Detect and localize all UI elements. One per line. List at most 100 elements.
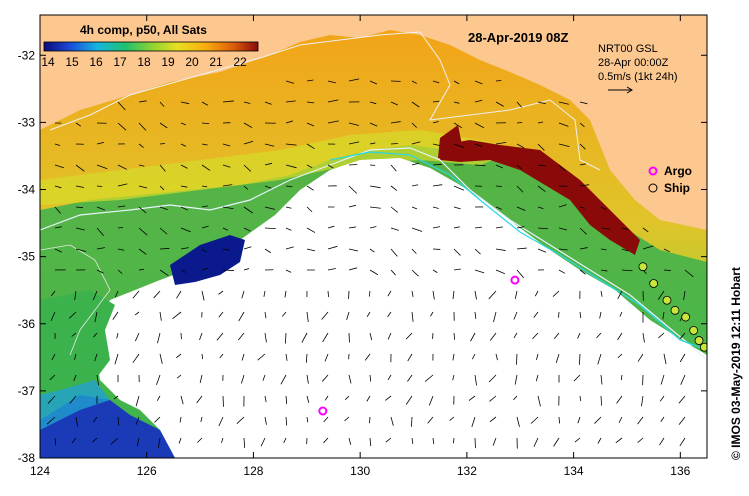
current-vector <box>201 290 205 301</box>
colorbar-tick-label: 16 <box>89 55 103 69</box>
current-vector <box>678 395 686 404</box>
current-vector <box>50 311 56 321</box>
current-vector <box>153 290 161 299</box>
argo-float-marker <box>318 406 328 416</box>
current-vector <box>264 206 275 210</box>
current-vector <box>432 184 443 187</box>
current-vector <box>201 143 208 146</box>
current-vector <box>663 353 667 365</box>
colorbar-title: 4h comp, p50, All Sats <box>80 23 207 37</box>
current-vector <box>493 311 497 323</box>
current-vector <box>558 101 569 105</box>
current-vector <box>411 122 417 128</box>
current-vector <box>241 353 245 361</box>
current-info: NRT00 GSL 28-Apr 00:00Z 0.5m/s (1kt 24h) <box>598 43 677 94</box>
current-vector <box>369 226 377 229</box>
current-vector <box>390 248 398 257</box>
current-vector <box>537 143 545 151</box>
current-vector <box>285 246 294 250</box>
current-vector <box>222 269 234 271</box>
current-vector <box>201 122 210 125</box>
current-vector <box>516 247 527 250</box>
current-vector <box>432 100 440 103</box>
current-vector <box>348 78 360 82</box>
current-vector <box>348 374 352 384</box>
current-vector <box>514 290 518 299</box>
current-vector <box>327 99 339 103</box>
current-vector <box>75 416 78 427</box>
current-vector <box>327 225 335 229</box>
colorbar-tick-label: 17 <box>113 55 127 69</box>
current-vector <box>93 332 98 338</box>
current-vector <box>222 248 230 251</box>
current-vector <box>159 206 168 211</box>
current-vector <box>637 353 644 362</box>
current-vector <box>180 143 187 147</box>
current-vector <box>201 205 208 208</box>
current-vector <box>222 164 231 168</box>
current-vector <box>453 185 465 191</box>
current-vector <box>243 268 250 271</box>
current-vector <box>516 122 523 124</box>
current-vector <box>306 164 313 169</box>
current-vector <box>369 332 373 340</box>
current-vector <box>537 121 544 124</box>
current-vector <box>346 311 350 320</box>
current-vector <box>369 101 377 105</box>
x-tick-label: 126 <box>137 464 157 478</box>
current-vector <box>348 204 357 208</box>
current-vectors <box>46 78 694 449</box>
current-vector <box>321 311 329 320</box>
current-vector <box>558 269 566 274</box>
current-vector <box>159 227 168 235</box>
current-vector <box>283 437 287 444</box>
current-vector <box>134 332 140 342</box>
ship-marker <box>681 312 691 322</box>
current-vector <box>157 332 161 344</box>
current-vector <box>468 395 476 401</box>
current-vector <box>222 184 233 187</box>
current-vector <box>243 246 252 250</box>
current-vector <box>489 416 497 423</box>
current-vector <box>262 374 266 381</box>
current-vector <box>117 164 128 170</box>
current-vector <box>112 311 119 320</box>
current-vector <box>662 311 665 320</box>
current-vector <box>411 227 423 232</box>
current-vector <box>180 164 188 169</box>
current-vector <box>449 416 455 421</box>
current-vector <box>284 332 287 344</box>
current-vector <box>684 269 694 278</box>
current-vector <box>516 101 522 108</box>
current-vector <box>537 206 544 209</box>
y-tick-label: -38 <box>18 451 36 465</box>
current-vector <box>369 269 379 276</box>
current-vector <box>200 416 203 423</box>
current-vector <box>579 269 586 275</box>
current-vector <box>54 226 62 229</box>
current-vector <box>138 122 147 131</box>
current-vector <box>663 269 671 271</box>
current-vector <box>679 437 686 447</box>
current-vector <box>180 227 191 233</box>
current-vector <box>159 164 166 172</box>
current-vector <box>573 374 581 382</box>
current-vector <box>658 332 665 339</box>
current-vector <box>135 416 140 425</box>
current-vector <box>537 164 546 167</box>
current-vector <box>553 332 560 340</box>
current-vector <box>240 374 245 384</box>
current-vector <box>348 248 359 252</box>
current-vector <box>432 163 442 166</box>
current-vector <box>516 143 525 149</box>
current-vector <box>390 164 397 172</box>
current-vector <box>306 395 310 403</box>
current-vector <box>180 101 190 105</box>
current-vector <box>306 374 309 384</box>
current-vector <box>264 416 267 425</box>
current-vector <box>474 143 483 147</box>
colorbar: 4h comp, p50, All Sats 14 15 16 17 18 19 20 21 2… <box>41 23 259 69</box>
current-vector <box>535 374 539 382</box>
current-vector <box>96 142 105 145</box>
current-vector <box>285 416 288 426</box>
